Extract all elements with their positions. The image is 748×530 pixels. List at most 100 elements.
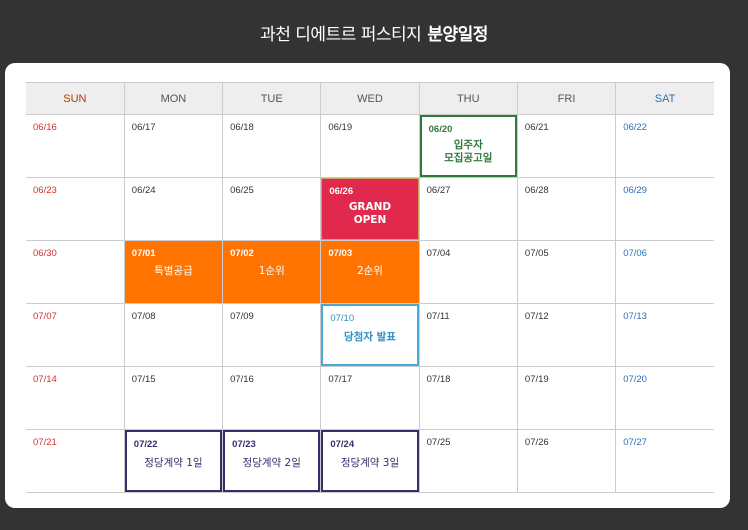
calendar-day-cell: 06/26 GRAND OPEN: [320, 177, 420, 241]
calendar-day-cell: 06/24: [124, 177, 224, 241]
day-cell-content: 07/15: [125, 367, 222, 429]
schedule-event-cell: 07/24 정당계약 3일: [321, 430, 419, 492]
day-cell-content: 06/16: [26, 115, 124, 177]
day-date: 07/14: [33, 374, 57, 385]
schedule-event-label: 정당계약 2일: [242, 457, 301, 469]
day-date: 07/26: [524, 437, 549, 448]
day-cell-content: 06/19: [321, 115, 418, 177]
weekday-fri: FRI: [517, 82, 617, 115]
calendar-day-cell: 07/22 정당계약 1일: [124, 429, 224, 493]
day-date: 06/22: [623, 122, 647, 133]
calendar-day-cell: 07/19: [517, 366, 617, 430]
day-date: 07/02: [230, 248, 254, 259]
calendar-day-cell: 07/24 정당계약 3일: [320, 429, 420, 493]
calendar-day-cell: 07/27: [615, 429, 714, 493]
calendar-day-cell: 07/02 1순위: [222, 240, 322, 304]
weekday-sun: SUN: [26, 82, 125, 115]
calendar-day-cell: 06/21: [517, 114, 617, 178]
day-cell-content: 06/29: [616, 178, 714, 240]
day-cell-content: 07/19: [518, 367, 615, 429]
day-date: 06/21: [524, 122, 549, 133]
day-date: 07/22: [133, 439, 158, 450]
day-date: 06/26: [329, 186, 354, 197]
calendar-day-cell: 07/17: [320, 366, 420, 430]
day-date: 07/10: [330, 313, 355, 324]
schedule-event-cell: 07/02 1순위: [223, 241, 321, 303]
schedule-calendar: SUN MON TUE WED THU FRI SAT 06/16 06/17 06…: [26, 82, 714, 493]
day-cell-content: 07/11: [420, 304, 517, 366]
calendar-body: 06/16 06/17 06/18 06/19 06/20 입주자 모집공고일 06/21 06…: [26, 114, 714, 493]
page-header: 과천 디에트르 퍼스티지 분양일정: [0, 0, 748, 64]
day-cell-content: 07/09: [223, 304, 320, 366]
day-cell-content: 07/27: [616, 430, 714, 492]
weekday-header-row: SUN MON TUE WED THU FRI SAT: [26, 82, 714, 115]
calendar-day-cell: 06/19: [320, 114, 420, 178]
calendar-day-cell: 06/20 입주자 모집공고일: [419, 114, 518, 178]
calendar-day-cell: 06/28: [517, 177, 617, 241]
calendar-day-cell: 06/29: [615, 177, 714, 241]
day-date: 06/29: [623, 185, 647, 196]
day-date: 07/07: [33, 311, 57, 322]
day-date: 06/16: [33, 122, 57, 133]
day-cell-content: 07/05: [518, 241, 615, 303]
day-cell-content: 06/21: [518, 115, 615, 177]
day-date: 07/03: [328, 248, 353, 259]
day-date: 06/18: [230, 122, 254, 133]
calendar-day-cell: 07/06: [615, 240, 714, 304]
day-cell-content: 06/24: [125, 178, 222, 240]
day-cell-content: 07/17: [321, 367, 418, 429]
calendar-day-cell: 06/22: [615, 114, 714, 178]
schedule-event-cell: 06/20 입주자 모집공고일: [419, 115, 517, 177]
calendar-day-cell: 07/26: [517, 429, 617, 493]
day-cell-content: 06/27: [420, 178, 517, 240]
schedule-event-label: 1순위: [258, 265, 285, 277]
calendar-day-cell: 07/13: [615, 303, 714, 367]
schedule-event-label: 정당계약 1일: [144, 457, 203, 469]
header-title-light: 과천 디에트르 퍼스티지: [260, 24, 422, 45]
day-date: 06/27: [426, 185, 451, 196]
calendar-day-cell: 06/27: [419, 177, 518, 241]
calendar-day-cell: 06/25: [222, 177, 322, 241]
day-date: 07/09: [230, 311, 254, 322]
day-cell-content: 07/07: [26, 304, 124, 366]
day-cell-content: 07/21: [26, 430, 124, 492]
day-date: 07/18: [426, 374, 451, 385]
schedule-event-cell: 06/26 GRAND OPEN: [321, 178, 419, 240]
day-cell-content: 07/08: [125, 304, 222, 366]
calendar-week-row: 06/23 06/24 06/25 06/26 GRAND OPEN 06/27 06/28 0…: [26, 177, 714, 241]
calendar-week-row: 07/07 07/08 07/09 07/10 당첨자 발표 07/11 07/12 07/1…: [26, 303, 714, 367]
calendar-day-cell: 07/07: [26, 303, 125, 367]
day-date: 07/11: [426, 311, 450, 322]
day-cell-content: 07/26: [518, 430, 615, 492]
day-cell-content: 06/28: [518, 178, 615, 240]
calendar-day-cell: 07/18: [419, 366, 518, 430]
day-cell-content: 07/16: [223, 367, 320, 429]
day-cell-content: 06/30: [26, 241, 124, 303]
day-date: 07/24: [330, 439, 355, 450]
day-cell-content: 07/04: [420, 241, 517, 303]
calendar-day-cell: 07/21: [26, 429, 125, 493]
weekday-tue: TUE: [222, 82, 322, 115]
day-cell-content: 06/25: [223, 178, 320, 240]
day-date: 07/04: [426, 248, 451, 259]
day-cell-content: 06/18: [223, 115, 320, 177]
weekday-thu: THU: [419, 82, 518, 115]
day-cell-content: 06/22: [616, 115, 714, 177]
calendar-week-row: 07/14 07/15 07/16 07/17 07/18 07/19 07/20: [26, 366, 714, 430]
weekday-wed: WED: [320, 82, 420, 115]
day-date: 07/15: [131, 374, 156, 385]
day-date: 07/19: [524, 374, 549, 385]
calendar-day-cell: 06/30: [26, 240, 125, 304]
day-date: 06/30: [33, 248, 57, 259]
calendar-day-cell: 07/05: [517, 240, 617, 304]
weekday-mon: MON: [124, 82, 224, 115]
day-date: 07/01: [131, 248, 156, 259]
calendar-day-cell: 07/04: [419, 240, 518, 304]
schedule-event-label: 입주자 모집공고일: [444, 139, 493, 164]
weekday-sat: SAT: [615, 82, 714, 115]
calendar-day-cell: 07/09: [222, 303, 322, 367]
day-date: 07/08: [131, 311, 156, 322]
schedule-event-label: GRAND OPEN: [348, 201, 392, 226]
day-cell-content: 07/14: [26, 367, 124, 429]
day-cell-content: 07/06: [616, 241, 714, 303]
